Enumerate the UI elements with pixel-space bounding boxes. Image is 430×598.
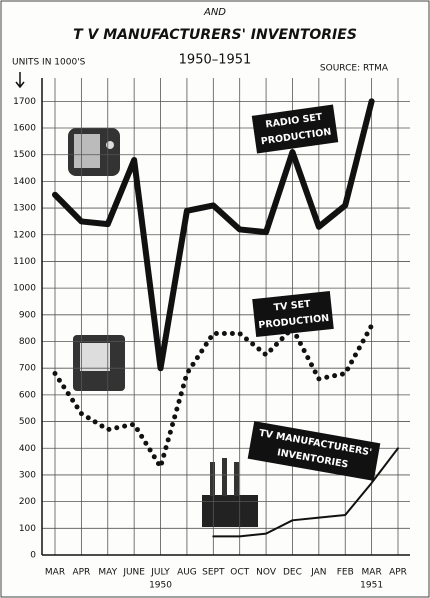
x-tick-label: APR xyxy=(389,568,407,578)
chart-title: T V MANUFACTURERS' INVENTORIES xyxy=(73,27,357,43)
x-tick-label: APR xyxy=(72,568,90,578)
x-tick-label: AUG xyxy=(177,568,197,578)
y-tick-label: 1600 xyxy=(13,124,36,134)
axis-arrow xyxy=(15,72,25,89)
label-box xyxy=(251,104,339,154)
tv-icon xyxy=(73,335,125,391)
y-tick-label: 600 xyxy=(19,390,36,400)
y-tick-label: 700 xyxy=(19,364,36,374)
x-tick-label: JUNE xyxy=(122,568,145,578)
x-tick-label: MAY xyxy=(98,568,117,578)
y-tick-label: 1500 xyxy=(13,150,36,160)
year-label: 1950 xyxy=(149,581,172,591)
y-axis-label: UNITS IN 1000'S xyxy=(12,58,86,68)
y-tick-label: 500 xyxy=(19,417,36,427)
y-tick-label: 1300 xyxy=(13,204,36,214)
label-box xyxy=(247,421,381,481)
y-tick-label: 200 xyxy=(19,497,36,507)
x-tick-label: SEPT xyxy=(202,568,225,578)
y-tick-label: 1200 xyxy=(13,230,36,240)
y-tick-label: 900 xyxy=(19,310,36,320)
x-tick-label: MAR xyxy=(45,568,65,578)
x-tick-label: NOV xyxy=(256,568,277,578)
source: SOURCE: RTMA xyxy=(320,64,389,74)
series-line xyxy=(52,323,375,470)
factory-icon xyxy=(202,458,258,527)
radio-icon xyxy=(68,128,120,176)
x-tick-label: OCT xyxy=(230,568,249,578)
x-tick-label: MAR xyxy=(362,568,382,578)
x-tick-label: JAN xyxy=(310,568,326,578)
y-tick-label: 400 xyxy=(19,444,36,454)
y-tick-label: 800 xyxy=(19,337,36,347)
year-label: 1951 xyxy=(360,581,383,591)
y-tick-label: 100 xyxy=(19,524,36,534)
x-tick-label: FEB xyxy=(337,568,354,578)
label-box xyxy=(252,291,334,337)
y-tick-label: 300 xyxy=(19,470,36,480)
series-line xyxy=(212,447,399,538)
series-label-text: TV SET xyxy=(273,299,311,314)
x-tick-label: JULY xyxy=(150,568,170,578)
y-tick-label: 1000 xyxy=(13,284,36,294)
series-line xyxy=(52,98,375,372)
y-tick-label: 1100 xyxy=(13,257,36,267)
y-tick-label: 1400 xyxy=(13,177,36,187)
y-tick-label: 0 xyxy=(30,551,36,561)
subtitle: 1950–1951 xyxy=(179,53,252,68)
supertitle: AND xyxy=(203,7,226,18)
y-tick-label: 1700 xyxy=(13,97,36,107)
series-label: TV MANUFACTURERS'INVENTORIES xyxy=(247,421,381,481)
x-tick-label: DEC xyxy=(283,568,302,578)
